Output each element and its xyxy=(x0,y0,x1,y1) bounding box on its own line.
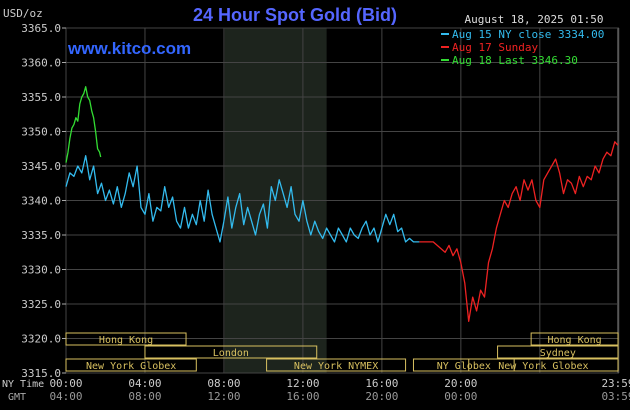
y-tick-label: 3350.0 xyxy=(21,126,61,139)
session-bar: Hong Kong xyxy=(530,332,619,346)
price-series xyxy=(65,86,619,322)
unit-label: USD/oz xyxy=(3,7,43,20)
legend-label: Aug 18 Last 3346.30 xyxy=(452,54,578,67)
series-line-1 xyxy=(419,141,619,322)
x-axis: 00:0004:0008:0012:0016:0020:0023:5904:00… xyxy=(49,377,630,403)
session-bar: NY Globex xyxy=(412,358,515,372)
watermark: www.kitco.com xyxy=(67,39,191,58)
x-tick-label-gmt: 20:00 xyxy=(365,390,398,403)
chart-title: 24 Hour Spot Gold (Bid) xyxy=(193,5,397,25)
x-tick-label-gmt: 00:00 xyxy=(444,390,477,403)
y-tick-label: 3315.0 xyxy=(21,367,61,380)
session-label: Sydney xyxy=(540,348,576,359)
session-label: Hong Kong xyxy=(547,335,601,346)
x-tick-label-gmt: 16:00 xyxy=(286,390,319,403)
session-bar: London xyxy=(144,345,318,359)
legend-label: Aug 17 Sunday xyxy=(452,41,538,54)
session-label: New York Globex xyxy=(86,361,176,372)
session-bar-frame xyxy=(65,358,197,372)
session-bar: New York NYMEX xyxy=(266,358,407,372)
session-bar-frame xyxy=(144,345,318,359)
x-tick-label-gmt: 12:00 xyxy=(207,390,240,403)
y-tick-label: 3320.0 xyxy=(21,333,61,346)
gmt-label: GMT xyxy=(8,392,26,403)
session-bar-frame xyxy=(412,358,515,372)
y-tick-label: 3340.0 xyxy=(21,195,61,208)
y-tick-label: 3335.0 xyxy=(21,229,61,242)
datetime-label: August 18, 2025 01:50 xyxy=(464,13,603,26)
x-tick-label-ny: 00:00 xyxy=(49,377,82,390)
session-label: New York Globex xyxy=(498,361,588,372)
x-tick-label-gmt: 08:00 xyxy=(128,390,161,403)
y-tick-label: 3355.0 xyxy=(21,91,61,104)
series-line-2 xyxy=(65,86,102,163)
x-tick-label-ny: 20:00 xyxy=(444,377,477,390)
ny-time-label: NY Time xyxy=(2,379,44,390)
session-label: New York NYMEX xyxy=(294,361,378,372)
session-bar: New York Globex xyxy=(468,358,619,372)
legend-label: Aug 15 NY close 3334.00 xyxy=(452,28,604,41)
x-tick-label-gmt: 03:59 xyxy=(601,390,630,403)
x-tick-label-ny: 04:00 xyxy=(128,377,161,390)
y-tick-label: 3360.0 xyxy=(21,57,61,70)
series-line-0 xyxy=(65,155,420,243)
y-tick-label: 3325.0 xyxy=(21,298,61,311)
session-bar: New York Globex xyxy=(65,358,197,372)
x-tick-label-ny: 12:00 xyxy=(286,377,319,390)
session-bar-frame xyxy=(266,358,407,372)
y-tick-label: 3365.0 xyxy=(21,22,61,35)
session-bar-frame xyxy=(497,345,619,359)
y-axis: 3315.0 3320.0 3325.0 3330.0 3335.0 3340.0 3345… xyxy=(21,22,66,380)
session-bar: Sydney xyxy=(497,345,619,359)
y-tick-label: 3345.0 xyxy=(21,160,61,173)
x-tick-label-ny: 16:00 xyxy=(365,377,398,390)
session-label: NY Globex xyxy=(437,361,491,372)
market-sessions: Hong Kong London New York Globex New York N… xyxy=(65,332,619,372)
session-label: Hong Kong xyxy=(99,335,153,346)
x-tick-label-gmt: 04:00 xyxy=(49,390,82,403)
x-tick-label-ny: 08:00 xyxy=(207,377,240,390)
session-bar-frame xyxy=(530,332,619,346)
x-tick-label-ny: 23:59 xyxy=(601,377,630,390)
y-tick-label: 3330.0 xyxy=(21,264,61,277)
session-label: London xyxy=(213,348,249,359)
session-bar-frame xyxy=(468,358,619,372)
